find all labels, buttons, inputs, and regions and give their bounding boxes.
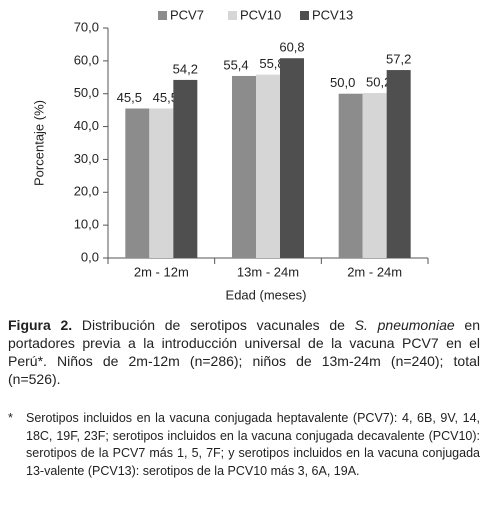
caption-text: en portadores previa a la introducción u… [8, 317, 480, 387]
y-tick-label: 40,0 [74, 118, 99, 133]
value-label: 55,8 [259, 56, 284, 71]
footnote: * Serotipos incluidos en la vacuna conjug… [8, 410, 480, 480]
bar [386, 70, 411, 258]
value-label: 50,0 [330, 75, 355, 90]
legend-label: PCV13 [312, 7, 353, 22]
y-tick-label: 70,0 [74, 19, 99, 34]
x-tick-label: 13m - 24m [237, 264, 299, 279]
y-tick-label: 20,0 [74, 184, 99, 199]
y-tick-label: 50,0 [74, 85, 99, 100]
value-label: 50,2 [366, 74, 391, 89]
caption-label: Figura 2. [8, 317, 73, 333]
bar [280, 58, 304, 258]
caption-species: S. pneumoniae [354, 317, 455, 333]
value-label: 57,2 [386, 51, 411, 66]
legend-swatch [158, 11, 167, 20]
caption-text: Distribución de serotipos vacunales de [72, 317, 355, 333]
legend-label: PCV10 [240, 7, 281, 22]
value-label: 54,2 [173, 61, 198, 76]
legend-label: PCV7 [170, 7, 204, 22]
chart: Porcentaje (%) Edad (meses) 0,0 10,0 20,0 3… [31, 7, 429, 302]
bar [125, 108, 150, 258]
y-axis-title: Porcentaje (%) [31, 100, 46, 186]
value-label: 45,5 [117, 90, 142, 105]
x-axis-title: Edad (meses) [226, 287, 307, 302]
bar [232, 75, 256, 258]
y-tick-label: 30,0 [74, 151, 99, 166]
legend-swatch [228, 11, 237, 20]
bar [338, 93, 363, 258]
legend-swatch [300, 11, 309, 20]
bar [173, 79, 198, 259]
footnote-marker: * [8, 411, 13, 425]
bar [149, 108, 174, 258]
y-tick-label: 0,0 [81, 249, 99, 264]
value-label: 55,4 [223, 57, 248, 72]
y-tick-label: 60,0 [74, 52, 99, 67]
x-tick-label: 2m - 12m [134, 264, 189, 279]
caption: Figura 2. Distribución de serotipos vacu… [8, 316, 480, 388]
bar [256, 74, 280, 259]
y-tick-label: 10,0 [74, 217, 99, 232]
footnote-text: Serotipos incluidos en la vacuna conjuga… [26, 411, 480, 478]
bar [362, 93, 387, 258]
value-label: 45,5 [153, 90, 178, 105]
x-tick-label: 2m - 24m [347, 264, 402, 279]
value-label: 60,8 [279, 40, 304, 55]
